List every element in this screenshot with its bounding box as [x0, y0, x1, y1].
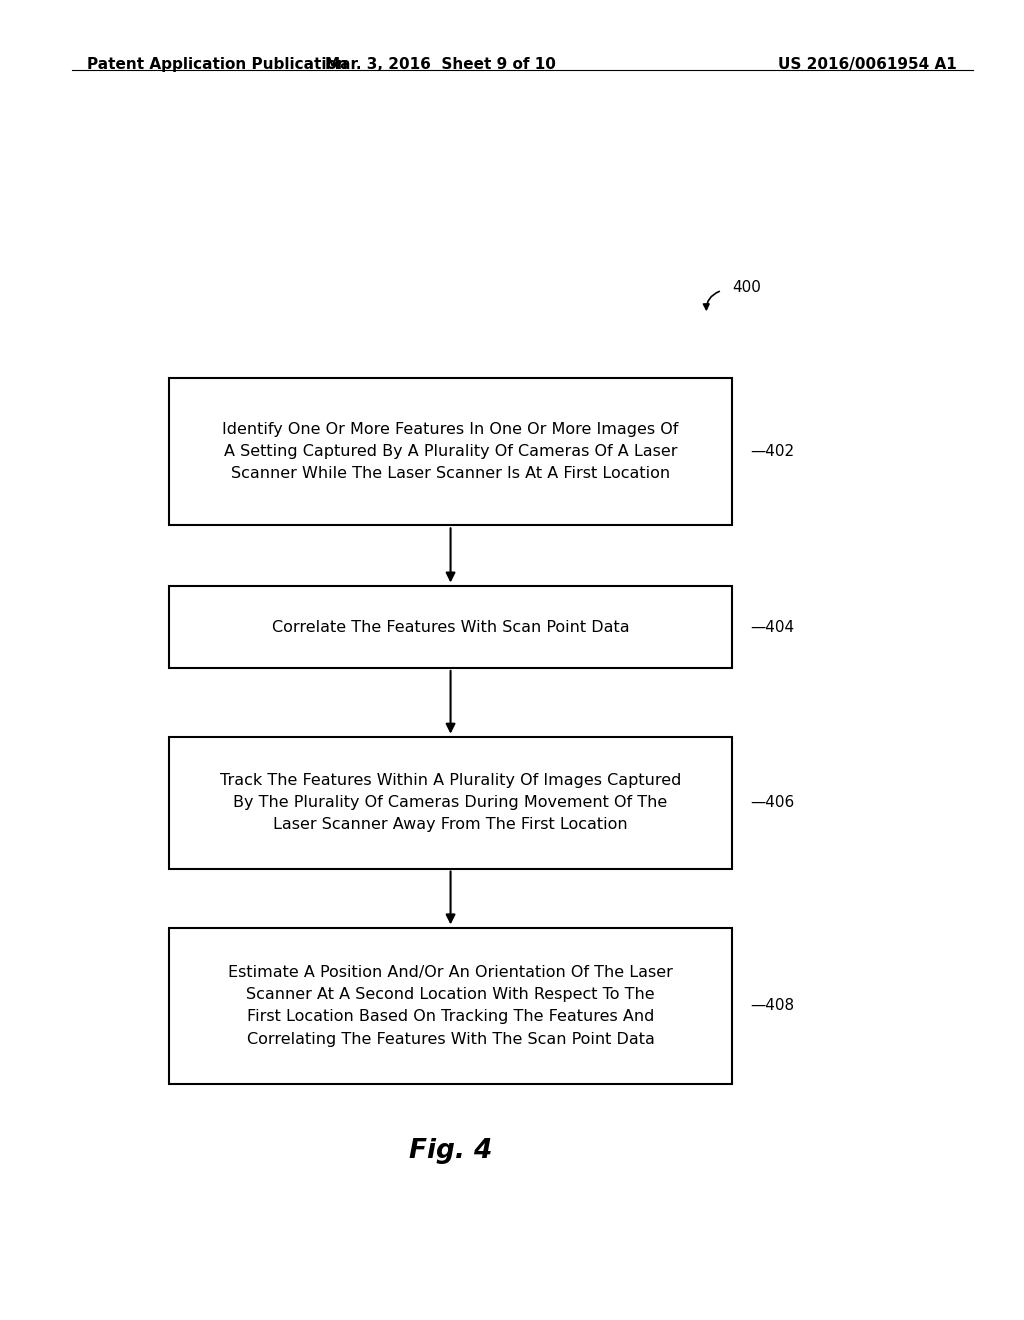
Text: —404: —404	[751, 619, 795, 635]
Text: —402: —402	[751, 444, 795, 459]
Text: Fig. 4: Fig. 4	[409, 1138, 493, 1164]
Text: Patent Application Publication: Patent Application Publication	[87, 57, 348, 71]
Text: Track The Features Within A Plurality Of Images Captured
By The Plurality Of Cam: Track The Features Within A Plurality Of…	[220, 772, 681, 832]
Text: Mar. 3, 2016  Sheet 9 of 10: Mar. 3, 2016 Sheet 9 of 10	[325, 57, 556, 71]
Text: Identify One Or More Features In One Or More Images Of
A Setting Captured By A P: Identify One Or More Features In One Or …	[222, 421, 679, 480]
Bar	[169, 378, 732, 525]
Bar	[169, 586, 732, 668]
Text: 400: 400	[732, 280, 761, 296]
Bar	[169, 928, 732, 1084]
Text: Estimate A Position And/Or An Orientation Of The Laser
Scanner At A Second Locat: Estimate A Position And/Or An Orientatio…	[228, 965, 673, 1047]
Text: Correlate The Features With Scan Point Data: Correlate The Features With Scan Point D…	[271, 619, 630, 635]
Text: US 2016/0061954 A1: US 2016/0061954 A1	[778, 57, 957, 71]
Text: —408: —408	[751, 998, 795, 1014]
Text: —406: —406	[751, 795, 795, 810]
Bar	[169, 737, 732, 869]
